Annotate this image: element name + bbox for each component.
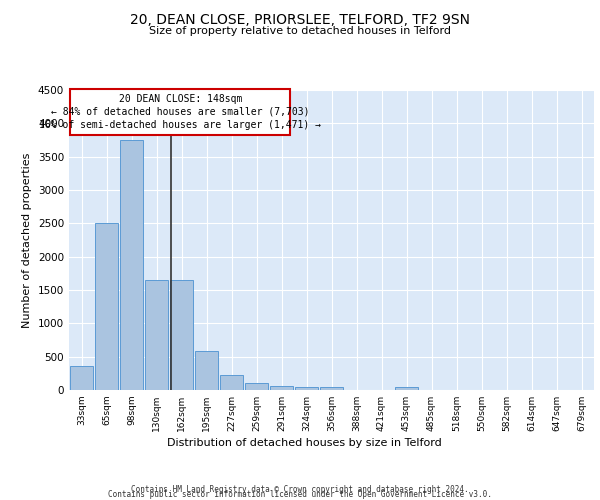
Text: 20, DEAN CLOSE, PRIORSLEE, TELFORD, TF2 9SN: 20, DEAN CLOSE, PRIORSLEE, TELFORD, TF2 … xyxy=(130,12,470,26)
Text: ← 84% of detached houses are smaller (7,703): ← 84% of detached houses are smaller (7,… xyxy=(51,107,310,117)
Bar xyxy=(320,387,343,390)
Bar xyxy=(269,386,293,390)
Bar xyxy=(170,280,193,390)
Text: Size of property relative to detached houses in Telford: Size of property relative to detached ho… xyxy=(149,26,451,36)
Bar xyxy=(194,352,218,390)
Text: Distribution of detached houses by size in Telford: Distribution of detached houses by size … xyxy=(167,438,442,448)
Bar xyxy=(145,280,169,390)
Bar xyxy=(395,386,418,390)
Y-axis label: Number of detached properties: Number of detached properties xyxy=(22,152,32,328)
Text: 16% of semi-detached houses are larger (1,471) →: 16% of semi-detached houses are larger (… xyxy=(39,120,321,130)
Bar xyxy=(245,384,268,390)
FancyBboxPatch shape xyxy=(70,90,290,134)
Bar xyxy=(95,224,118,390)
Bar xyxy=(295,387,319,390)
Bar xyxy=(119,140,143,390)
Text: 20 DEAN CLOSE: 148sqm: 20 DEAN CLOSE: 148sqm xyxy=(119,94,242,104)
Text: Contains public sector information licensed under the Open Government Licence v3: Contains public sector information licen… xyxy=(108,490,492,499)
Text: Contains HM Land Registry data © Crown copyright and database right 2024.: Contains HM Land Registry data © Crown c… xyxy=(131,484,469,494)
Bar xyxy=(70,366,94,390)
Bar xyxy=(220,374,244,390)
